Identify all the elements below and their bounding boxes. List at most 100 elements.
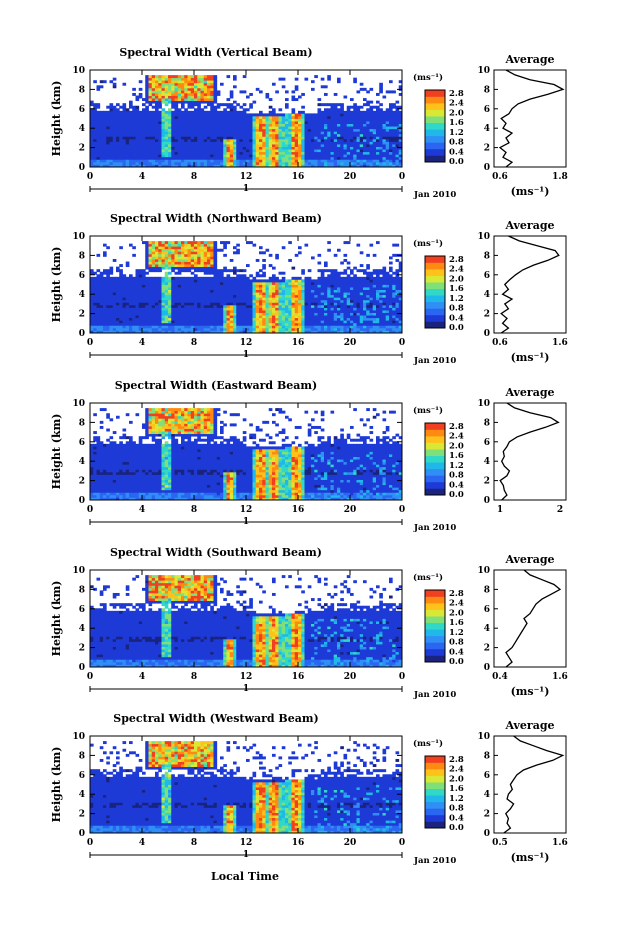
heatmap-cell [213,87,218,91]
heatmap-cell [190,294,195,298]
heatmap-cell [324,310,328,313]
heatmap-cell [210,95,214,99]
heatmap-cell [99,123,104,127]
heatmap-cell [148,146,153,150]
heatmap-cell [288,294,292,298]
heatmap-cell [210,281,214,285]
heatmap-cell [116,141,120,145]
heatmap-cell [337,248,341,252]
heatmap-cell [151,253,156,257]
heatmap-cell [233,159,237,163]
heatmap-cell [132,310,136,313]
heatmap-cell [359,133,364,137]
heatmap-cell [132,128,136,132]
heatmap-cell [207,103,211,107]
heatmap-cell [112,110,117,114]
heatmap-cell [184,90,188,94]
heatmap-cell [164,284,169,288]
heatmap-cell [129,276,133,280]
heatmap-cell [99,310,104,313]
heatmap-cell [177,80,182,84]
heatmap-cell [350,315,354,319]
heatmap-cell [301,284,305,288]
heatmap-cell [213,253,218,257]
heatmap-cell [168,312,172,316]
heatmap-cell [382,149,387,153]
heatmap-cell [116,279,120,283]
heatmap-cell [151,310,156,313]
heatmap-cell [187,269,192,273]
heatmap-cell [327,281,331,285]
heatmap-cell [307,281,312,285]
heatmap-cell [158,310,162,313]
panel-title: Spectral Width (Vertical Beam) [119,46,312,59]
heatmap-cell [285,115,289,119]
heatmap-cell [314,144,318,147]
heatmap-cell [155,85,159,89]
heatmap-cell [171,90,175,94]
heatmap-cell [200,317,205,321]
heatmap-cell [363,281,367,285]
heatmap-cell [320,279,325,283]
heatmap-cell [203,320,208,324]
heatmap-cell [262,118,266,122]
heatmap-cell [96,146,101,150]
heatmap-cell [229,118,234,122]
heatmap-cell [161,108,166,112]
heatmap-cell [278,123,283,127]
heatmap-cell [168,131,172,135]
heatmap-cell [168,108,172,112]
heatmap-cell [99,159,104,163]
heatmap-cell [366,123,370,127]
heatmap-cell [314,118,318,122]
heatmap-cell [324,108,328,112]
heatmap-cell [116,302,120,306]
heatmap-cell [164,141,169,145]
heatmap-cell [324,141,328,145]
heatmap-cell [220,281,224,285]
heatmap-cell [158,294,162,298]
heatmap-cell [220,327,224,331]
heatmap-cell [327,154,331,158]
heatmap-cell [112,279,117,283]
heatmap-cell [353,284,357,288]
heatmap-cell [340,105,344,109]
heatmap-cell [265,287,270,290]
heatmap-cell [119,312,123,316]
heatmap-cell [259,330,263,333]
heatmap-cell [330,138,335,142]
heatmap-cell [138,312,143,316]
heatmap-cell [132,325,136,329]
heatmap-cell [210,113,214,117]
heatmap-cell [161,261,166,265]
average-x-tick-label: 1.8 [552,172,568,182]
heatmap-cell [148,131,153,135]
heatmap-cell [190,110,195,114]
heatmap-cell [363,325,367,329]
heatmap-cell [109,271,114,275]
heatmap-cell [333,110,338,114]
heatmap-cell [330,126,335,130]
heatmap-cell [392,113,396,117]
heatmap-cell [112,126,117,130]
heatmap-cell [171,95,175,99]
heatmap-cell [389,164,393,167]
heatmap-cell [382,115,387,119]
heatmap-cell [350,281,354,285]
heatmap-cell [301,302,305,306]
heatmap-cell [155,279,159,283]
heatmap-cell [210,304,214,308]
heatmap-cell [125,133,130,137]
heatmap-cell [220,312,224,316]
heatmap-cell [148,121,153,124]
heatmap-cell [103,294,107,298]
heatmap-cell [304,126,309,130]
heatmap-cell [103,138,107,142]
heatmap-cell [268,110,273,114]
heatmap-cell [129,320,133,324]
heatmap-cell [106,322,110,326]
heatmap-cell [229,292,234,296]
heatmap-cell [340,133,344,137]
heatmap-cell [226,289,231,293]
heatmap-cell [151,113,156,117]
